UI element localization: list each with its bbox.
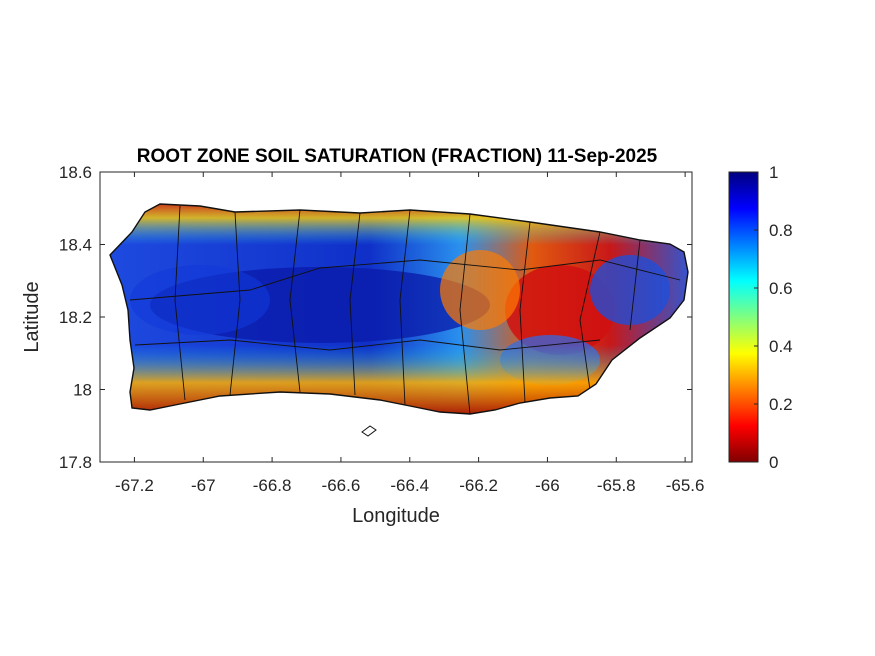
colorbar-ticks: 0 0.2 0.4 0.6 0.8 1 [754,163,793,472]
municipality-boundaries [129,205,681,414]
y-axis-label: Latitude [21,281,43,352]
colorbar [728,171,759,463]
island-outline [109,203,689,415]
x-tick-label: -65.6 [666,476,705,495]
x-tick-label: -66.2 [459,476,498,495]
colorbar-tick-label: 0.6 [769,279,793,298]
soil-saturation-map [110,204,688,414]
colorbar-tick-label: 0 [769,453,778,472]
x-tick-label: -66.4 [390,476,429,495]
x-tick-label: -66.6 [322,476,361,495]
x-tick-label: -67.2 [115,476,154,495]
colorbar-tick-label: 0.2 [769,395,793,414]
colorbar-tick-label: 1 [769,163,778,182]
y-tick-label: 18.2 [59,308,92,327]
y-tick-label: 18.4 [59,236,92,255]
y-tick-label: 17.8 [59,453,92,472]
x-tick-label: -66.8 [253,476,292,495]
x-tick-label: -67 [191,476,216,495]
colorbar-tick-label: 0.8 [769,221,793,240]
y-tick-label: 18 [73,381,92,400]
small-islet [361,425,377,437]
x-axis-label: Longitude [352,505,440,527]
colorbar-tick-label: 0.4 [769,337,793,356]
x-axis: -67.2 -67 -66.8 -66.6 -66.4 -66.2 -66 -65.8 -65.… [115,172,704,495]
y-tick-label: 18.6 [59,163,92,182]
x-tick-label: -66 [535,476,560,495]
x-tick-label: -65.8 [597,476,636,495]
y-axis: 17.8 18 18.2 18.4 18.6 [59,163,692,472]
chart-title: ROOT ZONE SOIL SATURATION (FRACTION) 11-… [137,146,658,167]
